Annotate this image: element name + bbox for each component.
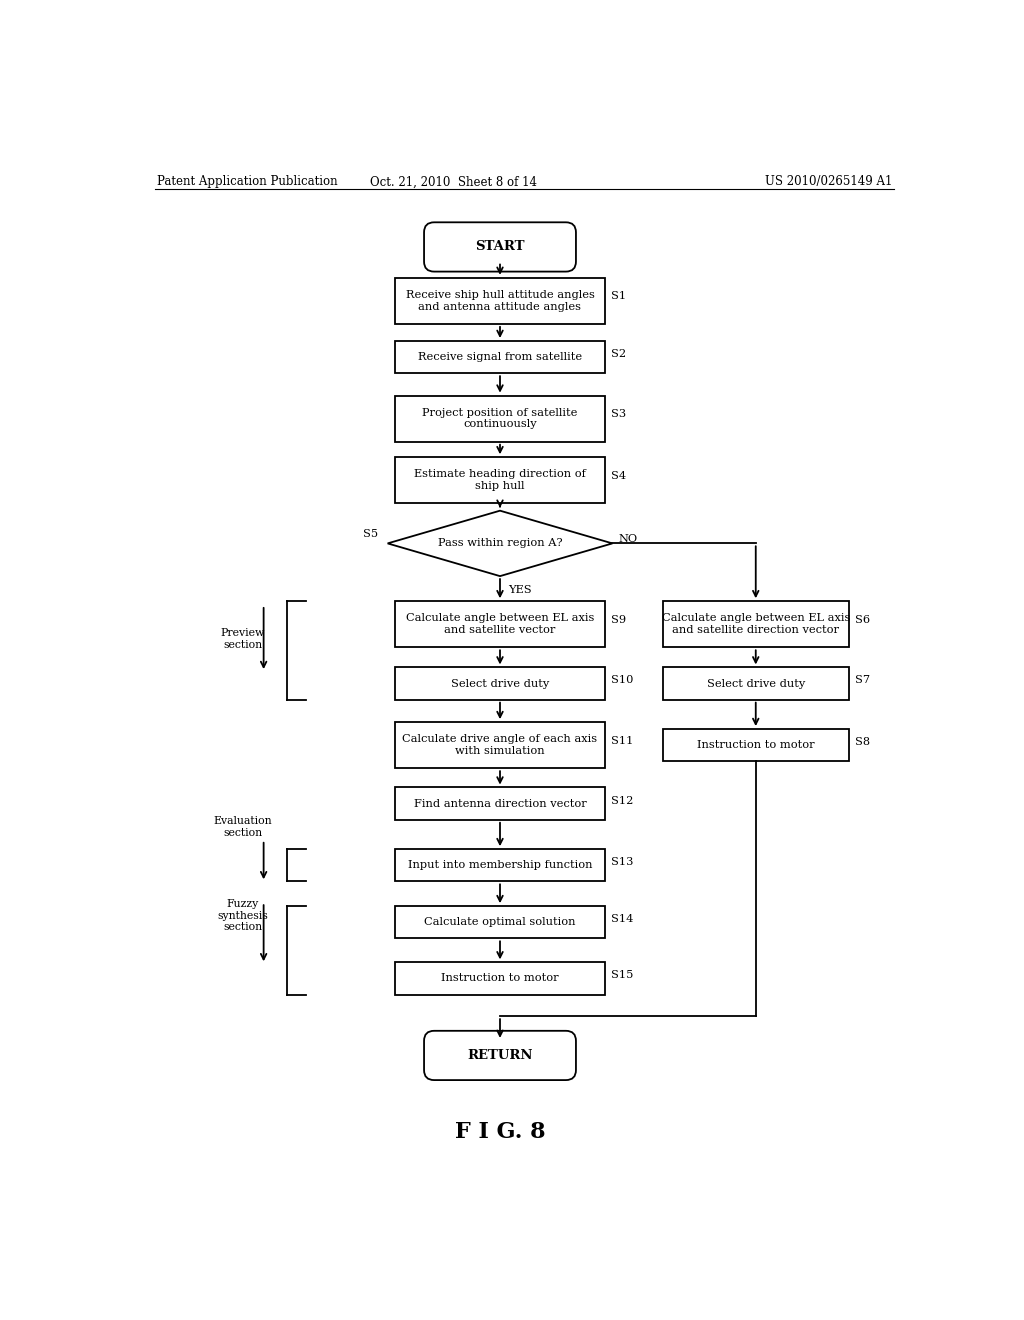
Text: Calculate optimal solution: Calculate optimal solution <box>424 917 575 927</box>
Text: Patent Application Publication: Patent Application Publication <box>158 176 338 189</box>
Text: F I G. 8: F I G. 8 <box>455 1122 546 1143</box>
Bar <box>395 668 604 700</box>
Text: S4: S4 <box>611 471 626 480</box>
Bar <box>395 906 604 939</box>
Text: Receive ship hull attitude angles
and antenna attitude angles: Receive ship hull attitude angles and an… <box>406 290 595 312</box>
Text: S2: S2 <box>611 348 626 359</box>
Bar <box>395 396 604 442</box>
Bar <box>663 601 849 647</box>
Bar <box>663 668 849 700</box>
Bar <box>395 277 604 323</box>
Text: START: START <box>475 240 524 253</box>
Text: S9: S9 <box>611 615 626 624</box>
Text: Find antenna direction vector: Find antenna direction vector <box>414 799 587 809</box>
Text: Oct. 21, 2010  Sheet 8 of 14: Oct. 21, 2010 Sheet 8 of 14 <box>370 176 537 189</box>
Bar <box>663 729 849 762</box>
Text: S7: S7 <box>855 676 870 685</box>
Text: S10: S10 <box>611 676 633 685</box>
FancyBboxPatch shape <box>424 222 575 272</box>
Text: S5: S5 <box>364 529 378 539</box>
Text: Fuzzy
synthesis
section: Fuzzy synthesis section <box>217 899 268 932</box>
Text: S6: S6 <box>855 615 870 624</box>
Bar <box>395 849 604 882</box>
Text: Evaluation
section: Evaluation section <box>213 816 272 838</box>
Text: Calculate angle between EL axis
and satellite direction vector: Calculate angle between EL axis and sate… <box>662 614 850 635</box>
Bar <box>395 788 604 820</box>
Polygon shape <box>388 511 612 576</box>
Text: YES: YES <box>508 585 531 595</box>
Text: Project position of satellite
continuously: Project position of satellite continuous… <box>422 408 578 429</box>
Text: US 2010/0265149 A1: US 2010/0265149 A1 <box>765 176 892 189</box>
Text: Preview
section: Preview section <box>220 628 265 649</box>
Text: Instruction to motor: Instruction to motor <box>697 741 814 750</box>
Text: Calculate drive angle of each axis
with simulation: Calculate drive angle of each axis with … <box>402 734 598 756</box>
Text: Calculate angle between EL axis
and satellite vector: Calculate angle between EL axis and sate… <box>406 614 594 635</box>
Text: Input into membership function: Input into membership function <box>408 861 592 870</box>
Bar <box>395 962 604 995</box>
Text: S11: S11 <box>611 735 633 746</box>
Text: Instruction to motor: Instruction to motor <box>441 973 559 983</box>
Text: Estimate heading direction of
ship hull: Estimate heading direction of ship hull <box>414 470 586 491</box>
Bar <box>395 341 604 374</box>
Bar <box>395 601 604 647</box>
Text: S15: S15 <box>611 970 633 981</box>
Text: S14: S14 <box>611 915 633 924</box>
Text: S1: S1 <box>611 292 626 301</box>
Text: S3: S3 <box>611 409 626 418</box>
Bar <box>395 722 604 768</box>
Text: Select drive duty: Select drive duty <box>451 678 549 689</box>
Text: S12: S12 <box>611 796 633 805</box>
Text: S8: S8 <box>855 737 870 747</box>
Text: RETURN: RETURN <box>467 1049 532 1063</box>
Text: Select drive duty: Select drive duty <box>707 678 805 689</box>
FancyBboxPatch shape <box>424 1031 575 1080</box>
Text: Receive signal from satellite: Receive signal from satellite <box>418 352 582 362</box>
Text: NO: NO <box>618 533 638 544</box>
Bar <box>395 457 604 503</box>
Text: S13: S13 <box>611 857 633 867</box>
Text: Pass within region A?: Pass within region A? <box>437 539 562 548</box>
